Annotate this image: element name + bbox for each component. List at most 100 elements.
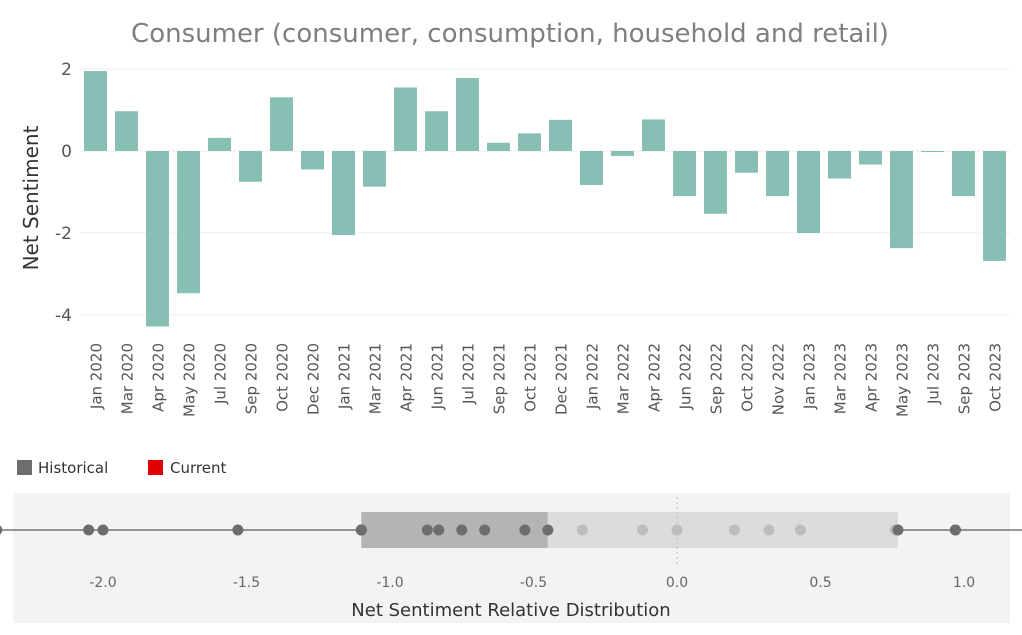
x-tick-label: Jan 2023 bbox=[801, 343, 819, 410]
x-tick-label: 0.0 bbox=[666, 575, 688, 591]
bar-y-ticks: 2 0 -2 -4 bbox=[55, 60, 72, 326]
bar bbox=[611, 151, 634, 156]
x-tick-label: -0.5 bbox=[520, 575, 547, 591]
x-tick-label: Dec 2021 bbox=[553, 343, 571, 415]
bar bbox=[704, 151, 727, 214]
historical-point bbox=[479, 524, 491, 536]
x-tick-label: -1.5 bbox=[233, 575, 260, 591]
box-lower-half bbox=[361, 512, 548, 548]
bar bbox=[673, 151, 696, 197]
historical-point bbox=[671, 524, 683, 536]
x-tick-label: Dec 2020 bbox=[305, 343, 323, 415]
legend-swatch-historical bbox=[17, 460, 32, 475]
x-tick-label: Nov 2022 bbox=[770, 343, 788, 415]
historical-point bbox=[576, 524, 588, 536]
historical-point bbox=[728, 524, 740, 536]
x-tick-label: Sep 2021 bbox=[491, 343, 509, 414]
bar bbox=[177, 151, 200, 294]
historical-point bbox=[542, 524, 554, 536]
x-tick-label: Jun 2021 bbox=[429, 343, 447, 410]
distribution-plot bbox=[0, 497, 1022, 565]
historical-point bbox=[794, 524, 806, 536]
bar bbox=[828, 151, 851, 179]
x-tick-label: -2.0 bbox=[89, 575, 116, 591]
x-tick-label: Oct 2021 bbox=[522, 343, 540, 412]
x-tick-label: Apr 2022 bbox=[646, 343, 664, 412]
bar bbox=[549, 119, 572, 151]
historical-point bbox=[892, 524, 904, 536]
distribution-x-ticks: -4.5-4.0-3.5-3.0-2.5-2.0-1.5-1.0-0.50.00… bbox=[89, 575, 975, 591]
x-tick-label: Apr 2021 bbox=[398, 343, 416, 412]
historical-point bbox=[949, 524, 961, 536]
bar bbox=[518, 133, 541, 151]
historical-point bbox=[83, 524, 95, 536]
bar bbox=[208, 137, 231, 151]
bar bbox=[921, 151, 944, 152]
bar-gridlines bbox=[80, 68, 1010, 316]
legend[interactable]: Historical Current bbox=[17, 459, 226, 477]
distribution-x-label: Net Sentiment Relative Distribution bbox=[351, 600, 670, 621]
bar-x-ticks: Jan 2020 Mar 2020 Apr 2020 May 2020 Jul 2020… bbox=[88, 343, 1005, 417]
historical-point bbox=[97, 524, 109, 536]
x-tick-label: Jul 2023 bbox=[925, 343, 943, 405]
x-tick-label: Mar 2023 bbox=[832, 343, 850, 414]
bar bbox=[859, 151, 882, 165]
historical-point bbox=[0, 525, 3, 535]
historical-point bbox=[763, 524, 775, 536]
chart-title: Consumer (consumer, consumption, househo… bbox=[131, 19, 889, 49]
x-tick-label: May 2020 bbox=[181, 343, 199, 417]
x-tick-label: Jun 2022 bbox=[677, 343, 695, 410]
x-tick-label: Sep 2022 bbox=[708, 343, 726, 414]
bar bbox=[456, 78, 479, 151]
bar-series bbox=[84, 71, 1006, 327]
bar bbox=[766, 151, 789, 197]
bar bbox=[952, 151, 975, 197]
x-tick-label: Mar 2020 bbox=[119, 343, 137, 414]
x-tick-label: Jan 2022 bbox=[584, 343, 602, 410]
bar bbox=[580, 151, 603, 186]
y-tick-label: -2 bbox=[55, 224, 72, 244]
bar bbox=[363, 151, 386, 187]
bar bbox=[983, 151, 1006, 261]
x-tick-label: Mar 2021 bbox=[367, 343, 385, 414]
historical-point bbox=[456, 524, 468, 536]
bar bbox=[115, 111, 138, 151]
historical-point bbox=[232, 524, 244, 536]
x-tick-label: Sep 2020 bbox=[243, 343, 261, 414]
y-axis-label: Net Sentiment bbox=[19, 125, 43, 270]
bar bbox=[301, 151, 324, 170]
bar bbox=[332, 151, 355, 236]
historical-point bbox=[355, 524, 367, 536]
bar bbox=[425, 111, 448, 151]
x-tick-label: Oct 2022 bbox=[739, 343, 757, 412]
x-tick-label: Apr 2020 bbox=[150, 343, 168, 412]
x-tick-label: 1.0 bbox=[953, 575, 975, 591]
x-tick-label: -1.0 bbox=[376, 575, 403, 591]
y-tick-label: 2 bbox=[61, 60, 72, 80]
x-tick-label: Sep 2023 bbox=[956, 343, 974, 414]
x-tick-label: Apr 2023 bbox=[863, 343, 881, 412]
y-tick-label: 0 bbox=[61, 142, 72, 162]
x-tick-label: Oct 2020 bbox=[274, 343, 292, 412]
legend-label-current: Current bbox=[170, 459, 226, 477]
legend-label-historical: Historical bbox=[38, 459, 108, 477]
bar bbox=[797, 151, 820, 233]
bar bbox=[394, 87, 417, 151]
x-tick-label: Jul 2021 bbox=[460, 343, 478, 405]
x-tick-label: Oct 2023 bbox=[987, 343, 1005, 412]
x-tick-label: 0.5 bbox=[809, 575, 831, 591]
bar bbox=[146, 151, 169, 327]
bar bbox=[84, 71, 107, 151]
x-tick-label: Mar 2022 bbox=[615, 343, 633, 414]
x-tick-label: Jul 2020 bbox=[212, 343, 230, 405]
x-tick-label: Jan 2021 bbox=[336, 343, 354, 410]
x-tick-label: Jan 2020 bbox=[88, 343, 106, 410]
legend-swatch-current bbox=[148, 460, 163, 475]
bar bbox=[270, 97, 293, 151]
bar bbox=[642, 119, 665, 151]
bar bbox=[487, 142, 510, 151]
bar bbox=[890, 151, 913, 249]
historical-point bbox=[421, 524, 433, 536]
historical-point bbox=[637, 524, 649, 536]
